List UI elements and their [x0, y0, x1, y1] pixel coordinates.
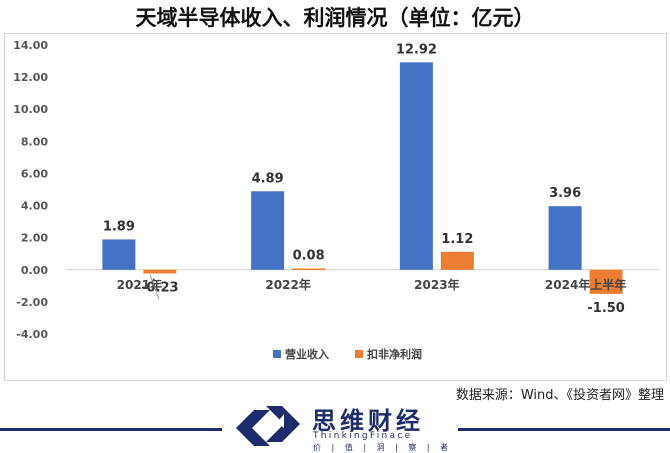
profit-bar — [440, 251, 474, 270]
y-tick-label: 0.00 — [21, 264, 48, 277]
profit-bar — [292, 268, 326, 270]
y-tick-label: -2.00 — [16, 296, 48, 309]
y-tick-label: 4.00 — [21, 200, 48, 213]
data-source-note: 数据来源：Wind、《投资者网》整理 — [455, 388, 664, 403]
revenue-value-label: 1.89 — [103, 219, 135, 234]
profit-bar — [589, 269, 623, 294]
revenue-bar — [548, 206, 582, 270]
x-category-label: 2023年 — [414, 277, 459, 292]
revenue-bar — [251, 191, 285, 270]
chart-title: 天域半导体收入、利润情况（单位：亿元） — [135, 6, 535, 30]
legend-label-revenue: 营业收入 — [285, 347, 329, 361]
brand-name: 思维财经 — [312, 407, 424, 435]
footer-rule-left — [0, 428, 222, 431]
revenue-value-label: 3.96 — [549, 186, 581, 201]
footer-rule-right — [458, 428, 670, 431]
chart-frame: 14.00 12.00 10.00 8.00 6.00 4.00 2.00 0.00 -2.00… — [4, 33, 667, 381]
profit-value-label: 1.12 — [441, 232, 473, 247]
y-tick-label: 10.00 — [13, 103, 48, 116]
y-tick-label: 6.00 — [21, 167, 48, 180]
legend-label-profit: 扣非净利润 — [367, 347, 422, 361]
y-tick-label: 2.00 — [21, 232, 48, 245]
y-tick-label: 14.00 — [13, 39, 48, 52]
legend-swatch-profit — [355, 350, 363, 358]
x-category-label: 2024年上半年 — [545, 277, 626, 292]
revenue-value-label: 12.92 — [396, 42, 437, 57]
label-leader-line — [149, 274, 160, 300]
brand-logo-icon — [236, 406, 300, 446]
revenue-value-label: 4.89 — [252, 171, 284, 186]
brand-subtitle: ThinkingFinace — [313, 431, 413, 441]
y-tick-label: 8.00 — [21, 135, 48, 148]
x-category-label: 2022年 — [265, 277, 310, 292]
x-category-label: 2021年 — [117, 277, 162, 292]
profit-value-label: 0.08 — [293, 248, 325, 263]
profit-bar — [143, 269, 177, 274]
brand-slogan: 价 | 值 | 洞 | 察 | 者 — [313, 443, 453, 452]
y-tick-label: -4.00 — [16, 328, 48, 341]
profit-value-label: -0.23 — [141, 280, 178, 295]
revenue-bar — [399, 62, 433, 270]
bar-chart: 14.00 12.00 10.00 8.00 6.00 4.00 2.00 0.00 -2.00… — [13, 39, 660, 361]
legend-swatch-revenue — [273, 350, 281, 358]
brand-footer: 思维财经 ThinkingFinace 价 | 值 | 洞 | 察 | 者 — [0, 398, 670, 453]
y-tick-label: 12.00 — [13, 71, 48, 84]
revenue-bar — [102, 239, 136, 270]
profit-value-label: -1.50 — [587, 301, 624, 316]
